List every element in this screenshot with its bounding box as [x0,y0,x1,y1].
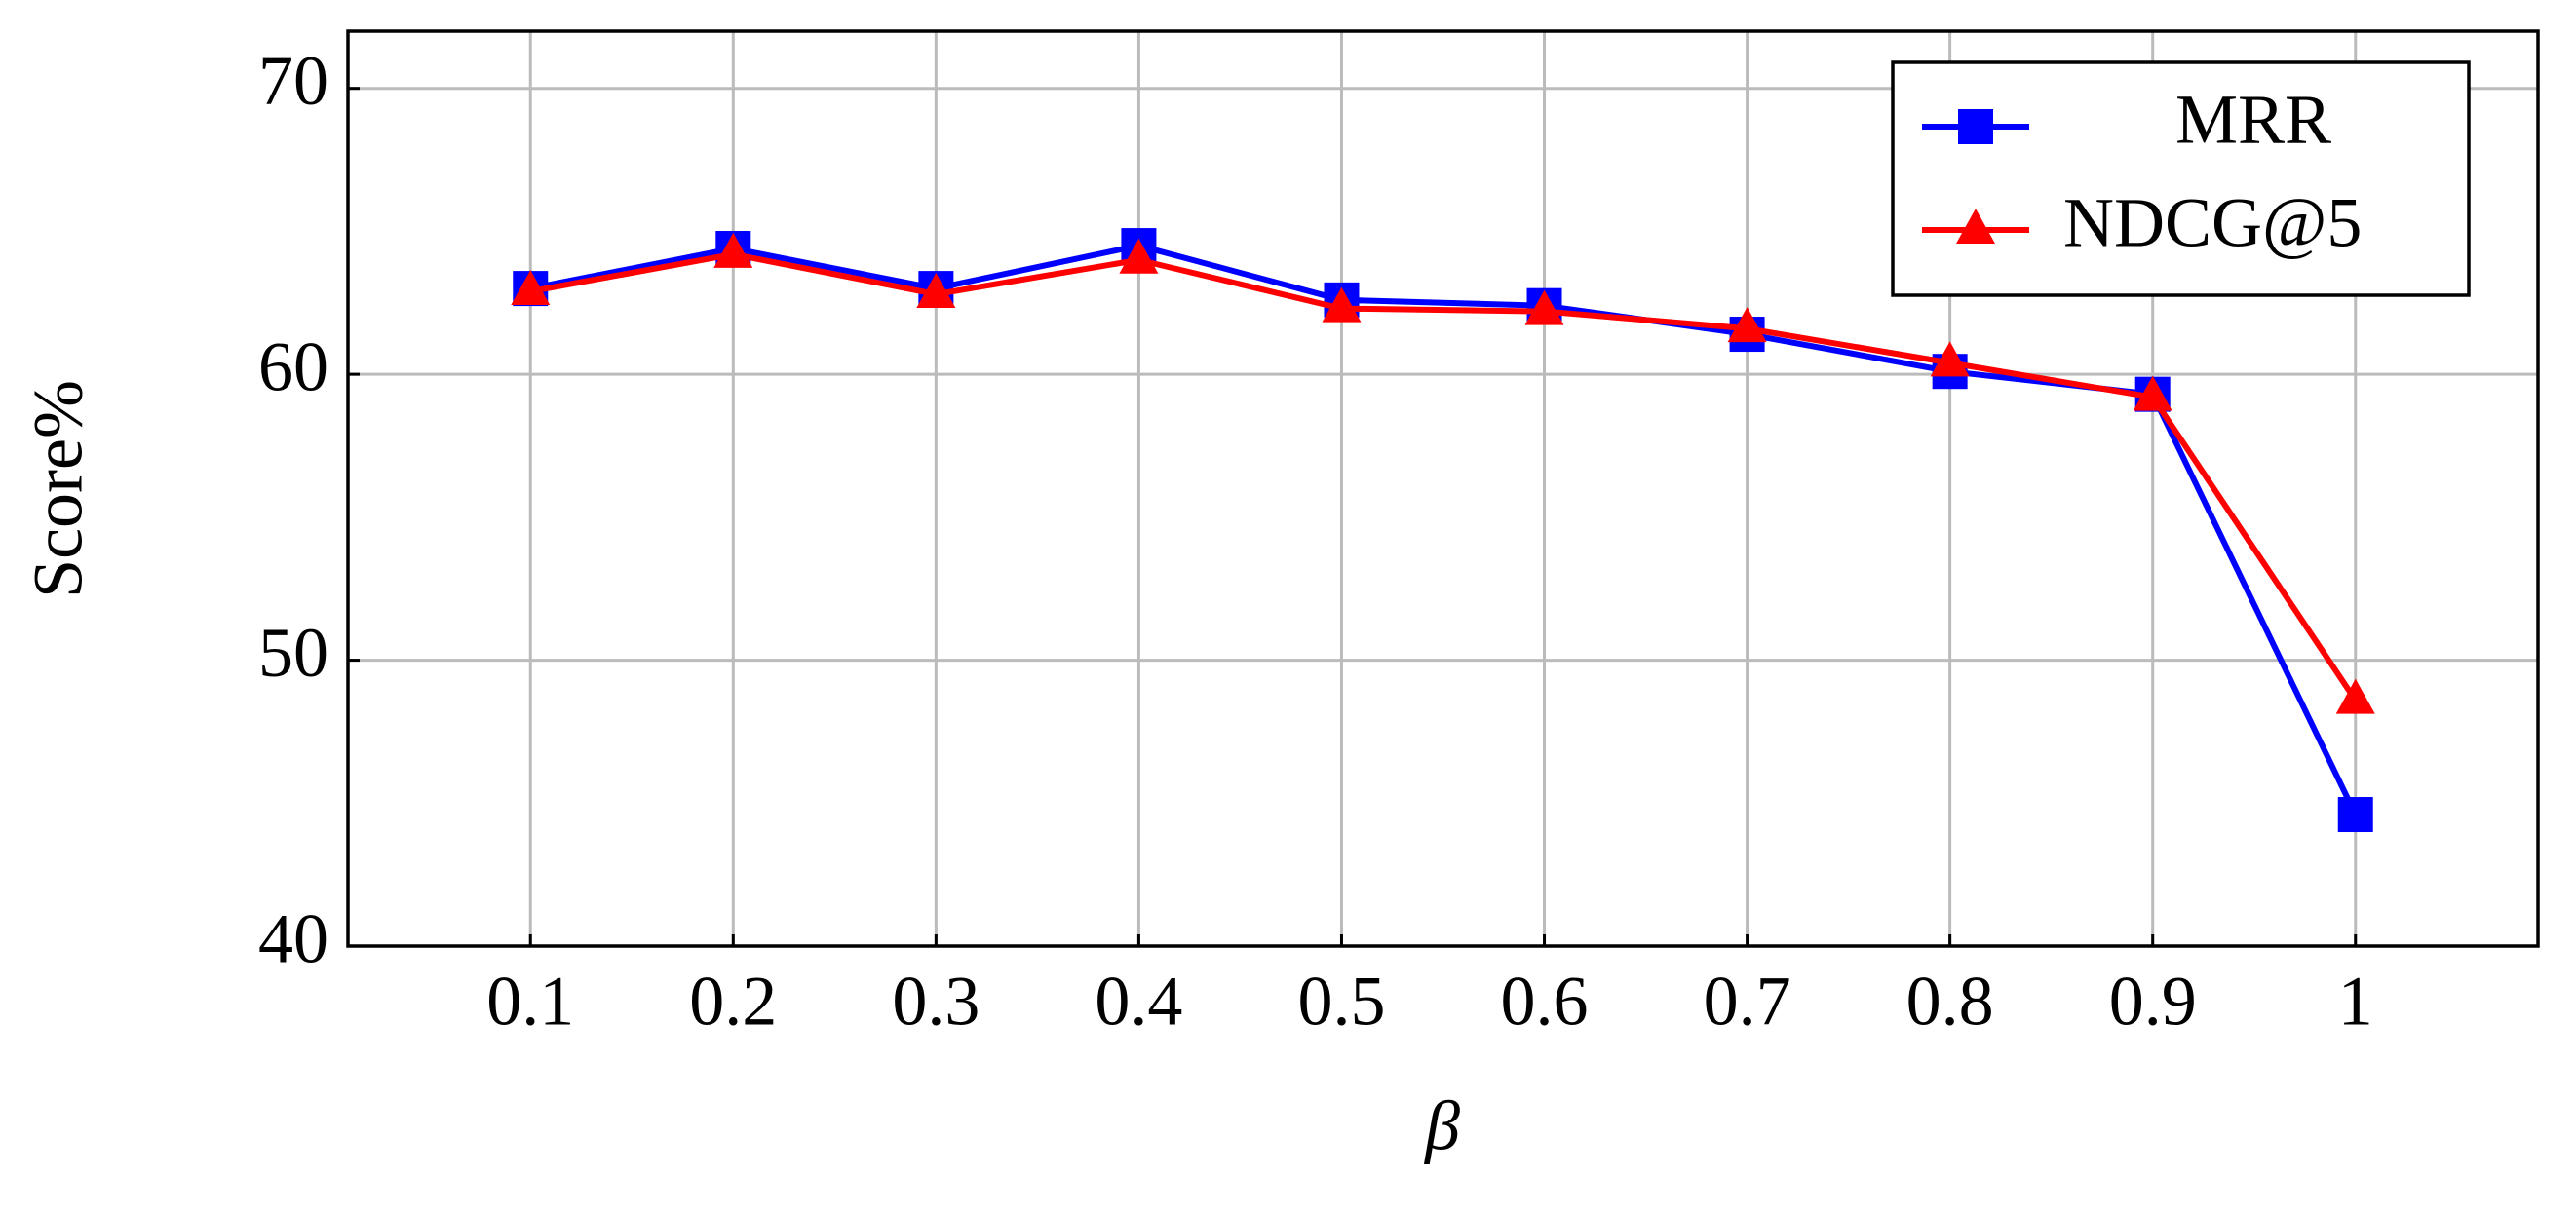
x-tick-label: 0.9 [2109,963,2197,1041]
x-tick-label: 0.2 [689,963,777,1041]
legend-marker [1958,109,1993,144]
x-tick-label: 0.8 [1906,963,1994,1041]
series-line [529,242,2359,816]
x-tick-label: 1 [2338,963,2373,1041]
marker [1119,238,1159,274]
y-axis-label: Score% [19,380,97,598]
x-tick-label: 0.5 [1297,963,1385,1041]
y-tick-label: 60 [258,328,328,406]
x-tick-label: 0.1 [486,963,574,1041]
series-line [529,250,2359,702]
legend-label: MRR [2175,81,2331,159]
marker [511,270,551,306]
plot-frame [346,29,2540,948]
marker [2337,797,2373,833]
y-tick-label: 70 [258,42,328,120]
legend-label: NDCG@5 [2063,184,2362,262]
marker [1322,286,1362,323]
marker [1930,341,1970,377]
marker [2133,375,2172,411]
x-axis-label: β [1423,1087,1460,1165]
legend-box [1891,60,2471,297]
marker [2335,678,2375,714]
x-tick-label: 0.3 [892,963,980,1041]
marker [713,232,753,268]
marker [1524,289,1564,325]
marker [1727,307,1767,343]
y-tick-label: 40 [258,900,328,978]
marker [916,272,956,308]
x-tick-label: 0.7 [1704,963,1791,1041]
x-tick-label: 0.4 [1095,963,1182,1041]
y-tick-label: 50 [258,614,328,692]
legend-marker [1956,209,1995,244]
x-tick-label: 0.6 [1501,963,1589,1041]
